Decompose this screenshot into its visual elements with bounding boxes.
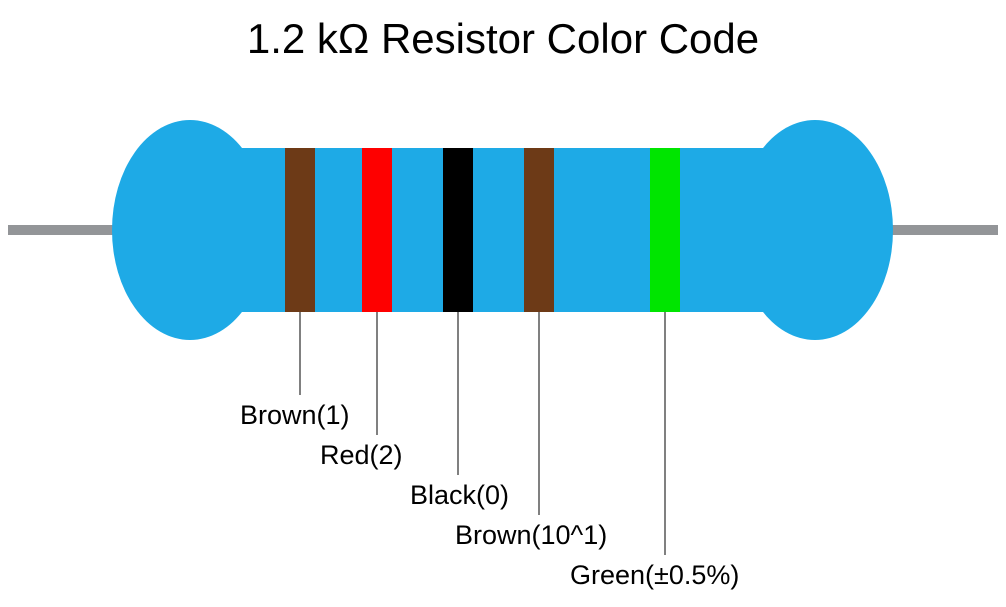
band-label-4: Brown(10^1) [455, 520, 607, 551]
band-1 [285, 148, 315, 312]
band-2 [362, 148, 392, 312]
band-label-1: Brown(1) [240, 400, 350, 431]
resistor-body [190, 148, 815, 312]
band-3 [443, 148, 473, 312]
band-label-3: Black(0) [410, 480, 509, 511]
band-label-5: Green(±0.5%) [570, 560, 739, 591]
band-5 [650, 148, 680, 312]
resistor-diagram [0, 0, 1006, 607]
band-label-2: Red(2) [320, 440, 403, 471]
band-4 [524, 148, 554, 312]
